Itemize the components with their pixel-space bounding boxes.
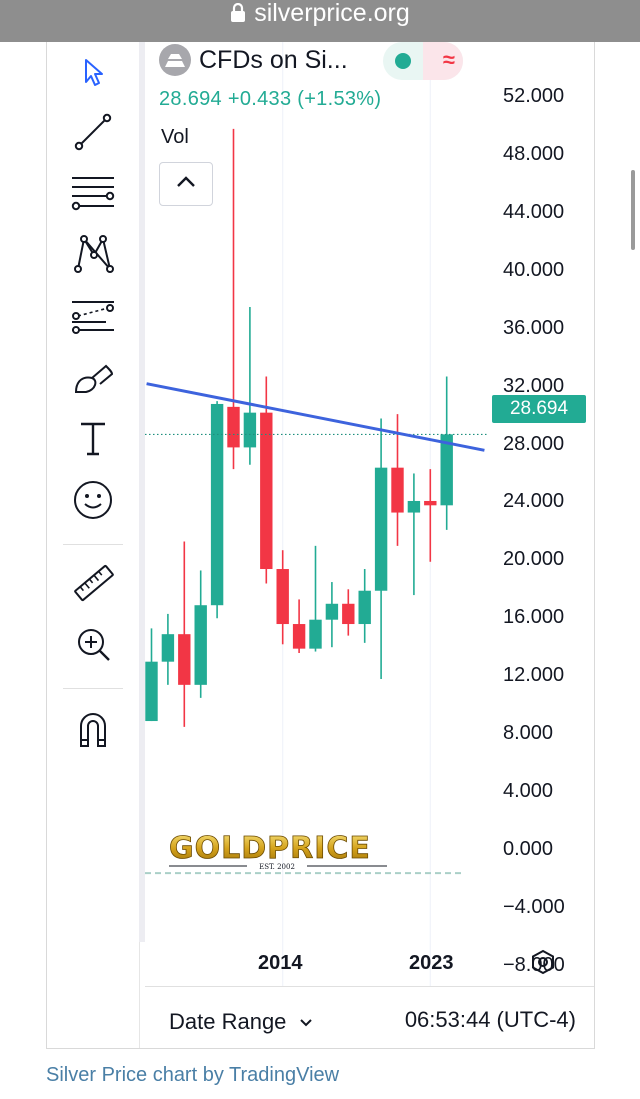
price-chart[interactable]: [145, 42, 594, 986]
brush-icon: [70, 358, 116, 403]
address-text-row: silverprice.org: [0, 0, 640, 28]
candle-body: [424, 500, 437, 506]
candle-body: [325, 603, 339, 620]
price-change-percent: (+1.53%): [297, 88, 382, 110]
magnet-icon: [75, 710, 111, 755]
collapse-legend-button[interactable]: [159, 162, 213, 206]
pattern-icon: [70, 231, 116, 282]
candle-body: [309, 619, 322, 649]
zoom-in-icon: [73, 624, 113, 669]
time-axis-label-2023: 2023: [409, 952, 454, 974]
price-axis-tick-label: −4.000: [503, 895, 565, 918]
symbol-name: CFDs on Si...: [199, 45, 348, 74]
cursor-icon: [78, 56, 108, 93]
emoji-icon: [71, 478, 115, 527]
silver-bars-icon: [159, 44, 191, 76]
candle-body: [178, 634, 191, 685]
time-axis-label-2014: 2014: [258, 952, 303, 974]
trend-line-icon: [71, 110, 115, 159]
chevron-up-icon: [175, 175, 197, 194]
chart-settings-button[interactable]: [529, 948, 557, 981]
trend-line-tool-button[interactable]: [69, 110, 117, 158]
browser-address-bar[interactable]: silverprice.org: [0, 0, 640, 42]
date-range-label: Date Range: [169, 1009, 287, 1034]
price-axis-tick-label: 4.000: [503, 779, 554, 802]
candle-body: [260, 412, 273, 570]
delayed-data-icon: ≈: [442, 47, 455, 72]
price-axis-tick-label: 20.000: [503, 548, 565, 571]
candle-body: [161, 634, 175, 662]
price-axis-tick-label: 16.000: [503, 606, 565, 629]
toolbar-separator: [63, 544, 123, 545]
forecast-tool-button[interactable]: [69, 294, 117, 342]
price-axis-tick-label: 52.000: [503, 85, 565, 108]
market-status-badge[interactable]: ≈: [383, 42, 463, 80]
price-axis-tick-label: 8.000: [503, 722, 554, 745]
toolbar-separator: [63, 688, 123, 689]
price-axis-tick-label: 48.000: [503, 142, 565, 165]
candle-body: [407, 500, 421, 513]
page-scrollbar[interactable]: [631, 170, 635, 250]
drawing-toolbar: [47, 42, 140, 1048]
forecast-icon: [70, 294, 116, 343]
candle-body: [440, 434, 453, 506]
url-text: silverprice.org: [254, 0, 410, 27]
zoom-in-tool-button[interactable]: [69, 622, 117, 670]
candle-body: [391, 467, 404, 513]
price-axis-tick-label: 24.000: [503, 490, 565, 513]
pattern-tool-button[interactable]: [69, 232, 117, 280]
price-axis-tick-label: 44.000: [503, 200, 565, 223]
market-open-dot-icon: [395, 53, 411, 69]
last-price: 28.694: [159, 88, 222, 110]
timezone-clock[interactable]: 06:53:44 (UTC-4): [404, 1007, 576, 1032]
magnet-tool-button[interactable]: [69, 708, 117, 756]
svg-text:EST. 2002: EST. 2002: [259, 863, 295, 871]
status-delayed-half: [423, 42, 463, 80]
candle-body: [194, 605, 207, 685]
emoji-tool-button[interactable]: [69, 478, 117, 526]
fib-retracement-tool-button[interactable]: [69, 170, 117, 218]
price-axis-tick-label: 0.000: [503, 837, 554, 860]
price-change: +0.433: [227, 88, 292, 110]
ruler-icon: [70, 561, 116, 612]
candle-body: [210, 403, 224, 606]
candle-body: [243, 412, 257, 448]
volume-indicator-label[interactable]: Vol: [161, 126, 189, 148]
cursor-tool-button[interactable]: [69, 50, 117, 98]
candle-body: [227, 406, 240, 448]
text-icon: [76, 418, 110, 463]
tradingview-attribution-link[interactable]: Silver Price chart by TradingView: [46, 1064, 340, 1086]
price-axis-tick-label: 28.000: [503, 432, 565, 455]
toolbar-resize-handle[interactable]: [139, 42, 145, 942]
candle-body: [276, 569, 289, 625]
fib-retracement-icon: [70, 170, 116, 219]
candle-body: [145, 661, 158, 722]
ruler-tool-button[interactable]: [69, 562, 117, 610]
settings-hexagon-icon: [529, 949, 557, 980]
candle-body: [342, 603, 355, 625]
last-price-axis-label: 28.694: [492, 395, 586, 423]
trend-line-drawing: [146, 382, 485, 452]
candle-body: [292, 624, 306, 649]
date-range-selector[interactable]: Date Range: [169, 1007, 313, 1035]
price-readout: 28.694 +0.433 (+1.53%): [159, 88, 381, 111]
svg-text:GOLDPRICE: GOLDPRICE: [169, 831, 371, 866]
goldprice-logo: GOLDPRICE EST. 2002: [167, 831, 397, 873]
brush-tool-button[interactable]: [69, 356, 117, 404]
candle-body: [358, 590, 371, 625]
price-axis-tick-label: 12.000: [503, 664, 565, 687]
candle-body: [374, 467, 388, 591]
chart-bottom-bar: Date Range 06:53:44 (UTC-4): [145, 986, 594, 1049]
tradingview-widget: CFDs on Si... ≈ 28.694 +0.433 (+1.53%) V…: [46, 42, 595, 1049]
price-axis-tick-label: 40.000: [503, 258, 565, 281]
price-axis-tick-label: 32.000: [503, 374, 565, 397]
text-tool-button[interactable]: [69, 416, 117, 464]
symbol-header[interactable]: CFDs on Si...: [159, 44, 348, 76]
lock-icon: [230, 2, 246, 28]
price-axis-tick-label: 36.000: [503, 316, 565, 339]
chevron-down-icon: [299, 1007, 313, 1033]
